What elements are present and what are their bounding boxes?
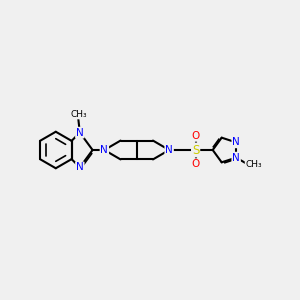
Text: CH₃: CH₃ [70,110,87,118]
Text: N: N [232,153,240,163]
Text: S: S [192,143,199,157]
Text: N: N [165,145,173,155]
Text: O: O [191,159,200,169]
Text: CH₃: CH₃ [245,160,262,169]
Text: O: O [191,131,200,141]
Text: N: N [76,128,84,138]
Text: N: N [76,162,84,172]
Text: N: N [100,145,108,155]
Text: N: N [232,137,240,147]
